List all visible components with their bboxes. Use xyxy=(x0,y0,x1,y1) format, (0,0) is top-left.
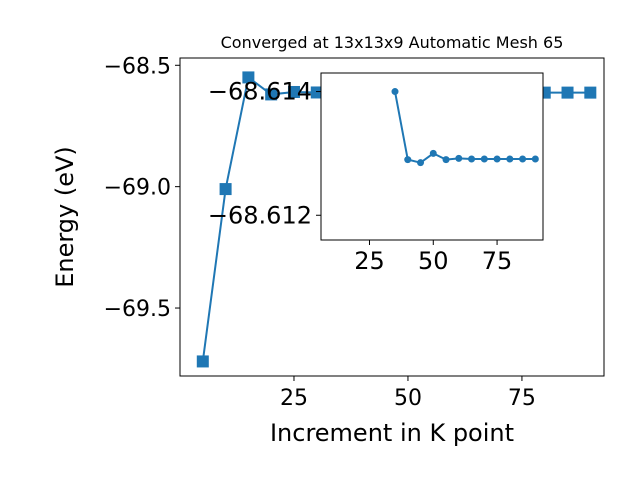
inset-y-tick-label: −68.614 xyxy=(208,78,312,106)
inset-y-ticks: −68.614 −68.612 xyxy=(208,78,321,229)
inset-data-point xyxy=(493,155,501,163)
main-data-point xyxy=(561,86,574,99)
inset-x-tick-label: 25 xyxy=(354,247,385,275)
main-data-point xyxy=(584,86,597,99)
main-data-point xyxy=(287,85,300,98)
main-y-tick-label: −68.5 xyxy=(104,54,171,79)
main-x-tick-label: 75 xyxy=(508,386,536,411)
x-axis-label: Increment in K point xyxy=(270,419,514,447)
main-x-ticks: 25 50 75 xyxy=(280,376,536,411)
chart-title: Converged at 13x13x9 Automatic Mesh 65 xyxy=(221,33,564,52)
inset-data-point xyxy=(506,155,514,163)
main-x-tick-label: 25 xyxy=(280,386,308,411)
main-y-tick-label: −69.5 xyxy=(104,297,171,322)
inset-plot-area xyxy=(391,88,539,167)
main-axes-frame xyxy=(179,57,605,377)
main-data-point xyxy=(196,355,209,368)
inset-data-point xyxy=(455,154,463,162)
y-axis-label: Energy (eV) xyxy=(51,146,79,288)
inset-x-ticks: 25 50 75 xyxy=(354,240,512,275)
inset-x-tick-label: 50 xyxy=(418,247,449,275)
inset-data-point xyxy=(519,155,527,163)
inset-data-point xyxy=(480,155,488,163)
inset-axes-frame xyxy=(320,72,544,241)
main-x-tick-label: 50 xyxy=(394,386,422,411)
inset-axes: 25 50 75 −68.614 −68.612 xyxy=(208,72,544,275)
inset-data-point xyxy=(417,159,425,167)
inset-data-point xyxy=(404,156,412,164)
inset-data-point xyxy=(429,149,437,157)
inset-x-tick-label: 75 xyxy=(482,247,513,275)
main-data-point xyxy=(242,71,255,84)
main-data-point xyxy=(219,183,232,196)
inset-data-point xyxy=(468,155,476,163)
inset-data-point xyxy=(442,156,450,164)
main-data-point xyxy=(265,88,278,101)
inset-data-point xyxy=(391,88,399,96)
main-y-ticks: −69.5 −69.0 −68.5 xyxy=(104,54,180,322)
main-y-tick-label: −69.0 xyxy=(104,176,171,201)
main-data-point xyxy=(310,86,323,99)
inset-data-point xyxy=(531,155,539,163)
inset-y-tick-label: −68.612 xyxy=(208,201,312,229)
